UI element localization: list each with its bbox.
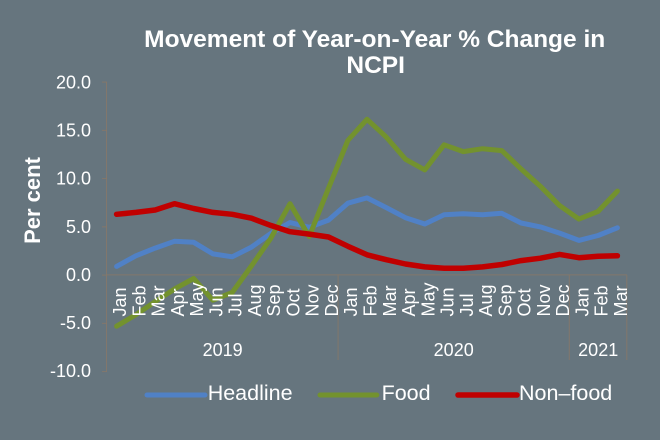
svg-text:Headline: Headline [208, 381, 293, 405]
svg-text:Mar: Mar [380, 285, 400, 316]
svg-text:Jan: Jan [341, 287, 361, 316]
svg-text:Jan: Jan [572, 287, 592, 316]
svg-text:Mar: Mar [611, 285, 631, 316]
svg-text:2021: 2021 [578, 340, 618, 360]
svg-text:Nov: Nov [534, 284, 554, 316]
svg-text:Movement of Year-on-Year % Cha: Movement of Year-on-Year % Change in [144, 26, 605, 53]
svg-text:Jun: Jun [206, 287, 226, 316]
svg-text:Feb: Feb [129, 285, 149, 316]
svg-text:Apr: Apr [168, 288, 188, 316]
svg-text:Mar: Mar [149, 285, 169, 316]
svg-text:Aug: Aug [476, 284, 496, 316]
svg-text:20.0: 20.0 [56, 73, 91, 93]
svg-text:Jul: Jul [226, 293, 246, 316]
svg-text:Sep: Sep [495, 284, 515, 316]
svg-text:Jul: Jul [457, 293, 477, 316]
svg-text:Food: Food [382, 381, 431, 405]
svg-text:May: May [418, 282, 438, 316]
svg-text:Feb: Feb [592, 285, 612, 316]
svg-text:Feb: Feb [361, 285, 381, 316]
svg-text:5.0: 5.0 [66, 217, 91, 237]
svg-text:10.0: 10.0 [56, 169, 91, 189]
svg-text:Aug: Aug [245, 284, 265, 316]
svg-text:Apr: Apr [399, 288, 419, 316]
svg-text:0.0: 0.0 [66, 265, 91, 285]
svg-text:15.0: 15.0 [56, 121, 91, 141]
svg-text:Per cent: Per cent [20, 156, 45, 243]
svg-text:Sep: Sep [264, 284, 284, 316]
svg-text:Oct: Oct [284, 288, 304, 316]
svg-text:Dec: Dec [553, 284, 573, 316]
svg-text:Jun: Jun [438, 287, 458, 316]
svg-text:Jan: Jan [110, 287, 130, 316]
svg-text:Oct: Oct [515, 288, 535, 316]
svg-text:2020: 2020 [434, 340, 474, 360]
svg-text:Nov: Nov [303, 284, 323, 316]
svg-text:-10.0: -10.0 [50, 361, 91, 381]
svg-text:-5.0: -5.0 [60, 313, 91, 333]
svg-text:May: May [187, 282, 207, 316]
svg-text:2019: 2019 [203, 340, 243, 360]
svg-text:NCPI: NCPI [346, 52, 405, 79]
svg-text:Dec: Dec [322, 284, 342, 316]
svg-text:Non–food: Non–food [519, 381, 612, 405]
